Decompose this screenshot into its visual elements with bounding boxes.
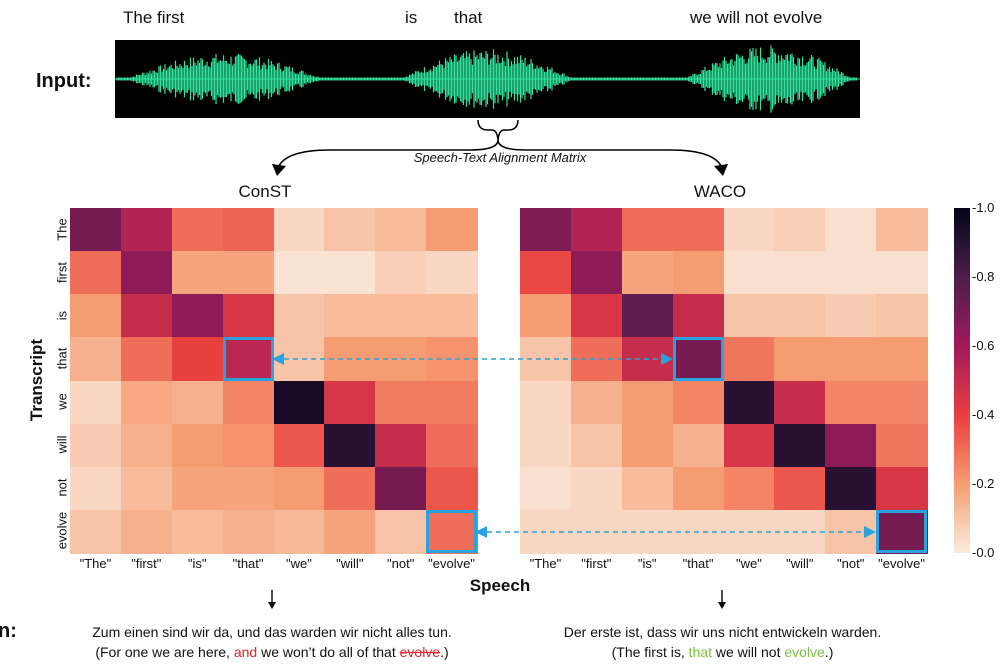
colorbar-tick: -1.0 <box>972 200 994 215</box>
y-axis-title: Transcript <box>27 330 47 430</box>
waco-translation-de: Der erste ist, dass wir uns nicht entwic… <box>520 622 925 642</box>
const-translation: Zum einen sind wir da, und das warden wi… <box>62 622 482 662</box>
waco-translation-en: (The first is, that we will not evolve.) <box>520 642 925 662</box>
waco-translation: Der erste ist, dass wir uns nicht entwic… <box>520 622 925 662</box>
colorbar-tick: -0.6 <box>972 338 994 353</box>
colorbar-tick: -0.0 <box>972 545 994 560</box>
translation-arrows <box>0 588 1000 618</box>
const-translation-de: Zum einen sind wir da, und das warden wi… <box>62 622 482 642</box>
colorbar-tick: -0.4 <box>972 407 994 422</box>
x-tick-1-7: "evolve" <box>872 556 932 571</box>
y-tick-evolve: evolve <box>55 501 70 561</box>
colorbar <box>954 208 970 553</box>
colorbar-tick: -0.8 <box>972 269 994 284</box>
const-translation-en: (For one we are here, and we won’t do al… <box>62 642 482 662</box>
colorbar-tick: -0.2 <box>972 476 994 491</box>
translation-label: n: <box>0 620 17 643</box>
x-tick-0-7: "evolve" <box>422 556 482 571</box>
